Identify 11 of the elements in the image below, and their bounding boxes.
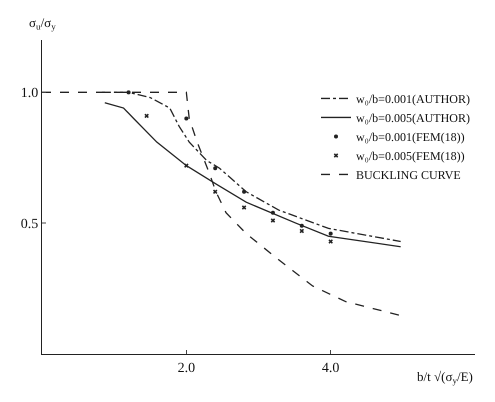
x-tick-label: 4.0 <box>322 360 340 376</box>
x-axis-title: b/t √(σ$_{y}$/E) <box>417 369 473 386</box>
x-tick-label: 2.0 <box>178 360 196 376</box>
legend-label: w₀/b=0.005(FEM(18)) <box>356 149 465 164</box>
legend-label: BUCKLING CURVE <box>356 168 461 182</box>
legend-label: w₀/b=0.001(AUTHOR) <box>356 92 470 106</box>
y-axis-title: σ$_{u}$/σ$_{y}$ <box>29 15 56 32</box>
y-tick-label: 0.5 <box>20 217 38 232</box>
legend-label: w₀/b=0.001(FEM(18)) <box>356 130 465 144</box>
legend-label: w₀/b=0.005(AUTHOR) <box>356 111 470 126</box>
y-tick-label: 1.0 <box>20 86 38 102</box>
